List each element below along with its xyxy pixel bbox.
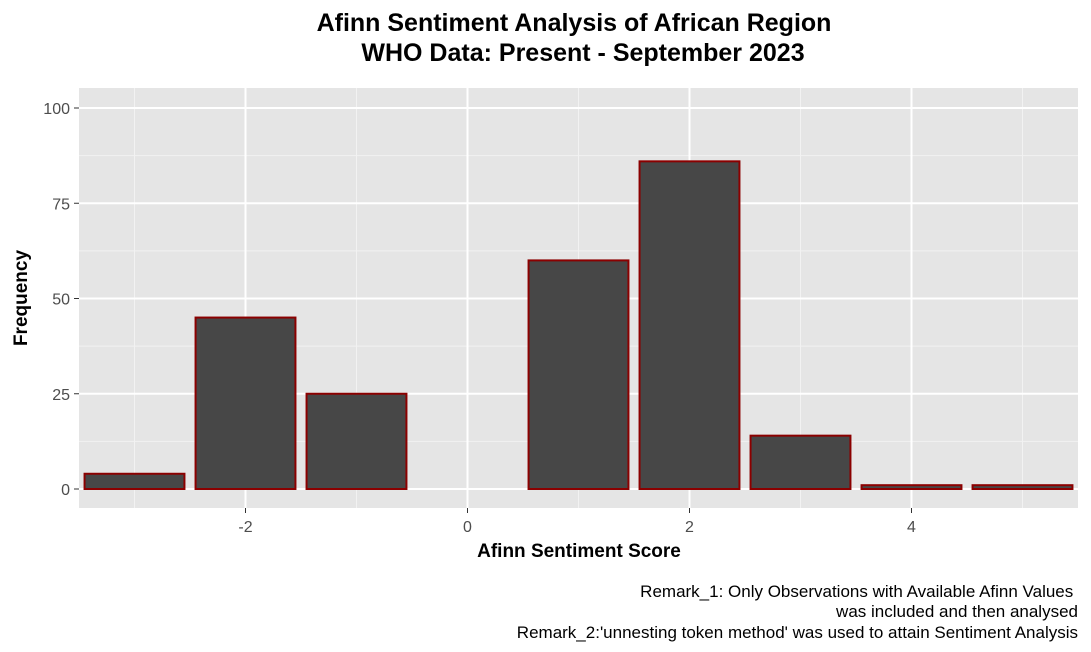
x-axis: -2 0 2 4 — [238, 508, 916, 536]
caption-line-1: Remark_1: Only Observations with Availab… — [640, 582, 1078, 601]
bar — [971, 484, 1074, 491]
bar — [749, 434, 852, 491]
y-axis: 0 25 50 75 100 — [43, 101, 79, 499]
bar — [527, 259, 630, 490]
x-axis-title: Afinn Sentiment Score — [477, 541, 681, 562]
bar — [638, 160, 741, 490]
y-tick-label: 50 — [52, 292, 70, 309]
x-tick-label: 0 — [463, 519, 472, 536]
y-axis-title: Frequency — [11, 250, 32, 347]
y-tick-label: 25 — [52, 387, 70, 404]
bars — [83, 160, 1074, 491]
bar — [860, 484, 963, 491]
bar — [305, 392, 408, 490]
caption-line-2: was included and then analysed — [835, 602, 1078, 621]
chart-title-line-2: WHO Data: Present - September 2023 — [361, 39, 804, 67]
bar — [83, 472, 186, 491]
caption-line-3: Remark_2:'unnesting token method' was us… — [517, 623, 1078, 642]
y-tick-label: 0 — [61, 482, 70, 499]
y-tick-label: 75 — [52, 196, 70, 213]
x-tick-label: 2 — [685, 519, 694, 536]
y-tick-label: 100 — [43, 101, 70, 118]
bar — [194, 316, 297, 490]
x-tick-label: 4 — [907, 519, 916, 536]
chart-title-line-1: Afinn Sentiment Analysis of African Regi… — [317, 9, 832, 37]
x-tick-label: -2 — [238, 519, 252, 536]
